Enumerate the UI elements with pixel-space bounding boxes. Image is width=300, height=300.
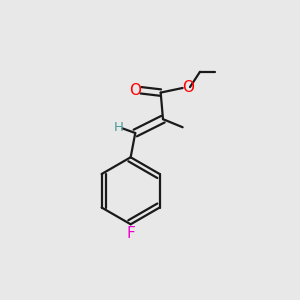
Text: O: O (182, 80, 194, 95)
Text: F: F (126, 226, 135, 242)
Text: O: O (129, 83, 141, 98)
Text: H: H (114, 121, 124, 134)
